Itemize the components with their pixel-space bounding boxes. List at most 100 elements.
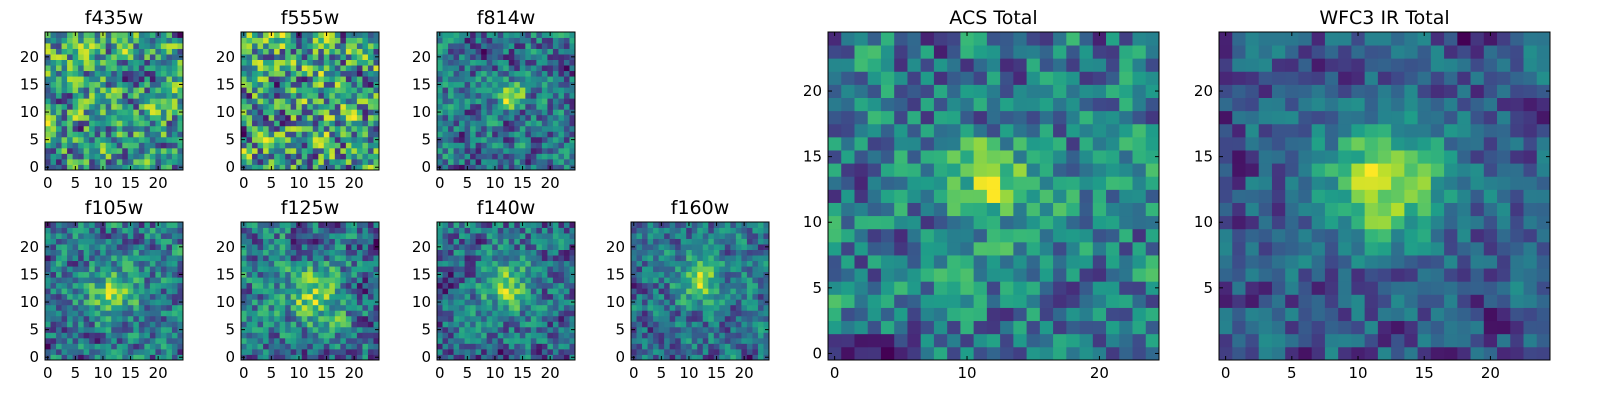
heatmap-cell — [367, 81, 374, 88]
heatmap-cell — [171, 48, 178, 55]
heatmap-cell — [880, 202, 895, 217]
heatmap-cell — [642, 315, 648, 322]
heatmap-cell — [442, 271, 449, 278]
heatmap-cell — [133, 354, 140, 361]
heatmap-cell — [89, 343, 96, 350]
heatmap-cell — [241, 260, 247, 267]
heatmap-cell — [631, 321, 637, 328]
heatmap-cell — [514, 315, 521, 322]
heatmap-cell — [122, 233, 129, 239]
heatmap-cell — [362, 348, 369, 355]
heatmap-cell — [442, 54, 449, 60]
heatmap-cell — [642, 299, 648, 306]
heatmap-cell — [541, 255, 548, 262]
heatmap-cell — [1145, 294, 1160, 308]
heatmap-cell — [453, 125, 460, 132]
heatmap-cell — [155, 125, 162, 132]
heatmap-cell — [334, 288, 341, 295]
heatmap-cell — [171, 293, 178, 300]
heatmap-cell — [497, 288, 504, 295]
heatmap-cell — [867, 307, 882, 322]
heatmap-cell — [497, 332, 504, 339]
heatmap-cell — [290, 332, 297, 339]
heatmap-cell — [437, 304, 443, 311]
heatmap-cell — [719, 249, 726, 256]
heatmap-cell — [246, 120, 253, 127]
heatmap-cell — [658, 249, 665, 256]
heatmap-cell — [525, 260, 532, 267]
heatmap-cell — [263, 343, 269, 350]
heatmap-cell — [149, 65, 156, 72]
heatmap-cell — [334, 277, 341, 284]
heatmap-cell — [497, 98, 504, 105]
heatmap-cell — [241, 337, 247, 344]
heatmap-cell — [133, 288, 140, 295]
heatmap-cell — [453, 54, 460, 60]
heatmap-cell — [133, 92, 140, 99]
heatmap-cell — [453, 92, 460, 99]
heatmap-cell — [552, 326, 559, 333]
heatmap-cell — [907, 189, 922, 203]
heatmap-cell — [697, 288, 704, 295]
heatmap-cell — [470, 249, 477, 256]
heatmap-cell — [122, 277, 129, 284]
heatmap-cell — [312, 326, 319, 333]
heatmap-cell — [144, 260, 151, 267]
heatmap-cell — [437, 310, 443, 317]
heatmap-cell — [1132, 241, 1147, 256]
heatmap-cell — [492, 87, 499, 94]
heatmap-cell — [329, 310, 336, 317]
heatmap-cell — [171, 109, 178, 116]
heatmap-cell — [166, 125, 173, 132]
heatmap-cell — [569, 147, 576, 154]
heatmap-cell — [94, 125, 101, 132]
heatmap-cell — [541, 59, 548, 66]
heatmap-cell — [752, 326, 759, 333]
heatmap-cell — [356, 103, 363, 110]
x-tick-label: 15 — [513, 174, 532, 192]
heatmap-cell — [160, 299, 167, 306]
heatmap-cell — [127, 293, 134, 300]
heatmap-cell — [160, 255, 167, 262]
heatmap-cell — [563, 37, 570, 44]
heatmap-cell — [111, 293, 118, 300]
heatmap-cell — [702, 266, 709, 273]
heatmap-cell — [724, 321, 731, 328]
heatmap-cell — [481, 114, 488, 121]
heatmap-cell — [702, 282, 709, 289]
heatmap-cell — [345, 310, 352, 317]
heatmap-cell — [497, 304, 504, 311]
heatmap-cell — [481, 299, 488, 306]
heatmap-cell — [470, 147, 477, 154]
heatmap-cell — [541, 92, 548, 99]
heatmap-cell — [345, 249, 352, 256]
heatmap-cell — [569, 227, 576, 234]
heatmap-cell — [503, 332, 510, 339]
heatmap-cell — [367, 315, 374, 322]
x-tick-label: 10 — [289, 364, 308, 382]
heatmap-cell — [1013, 294, 1027, 308]
heatmap-cell — [340, 136, 347, 143]
heatmap-cell — [166, 114, 173, 121]
heatmap-cell — [470, 304, 477, 311]
heatmap-cell — [702, 277, 709, 284]
heatmap-cell — [301, 282, 308, 289]
heatmap-cell — [492, 59, 499, 66]
y-tick-label: 15 — [216, 265, 235, 283]
heatmap-cell — [920, 320, 935, 335]
heatmap-cell — [675, 354, 682, 361]
heatmap-cell — [536, 120, 543, 127]
heatmap-cell — [296, 304, 303, 311]
heatmap-cell — [116, 299, 123, 306]
heatmap-cell — [960, 189, 975, 203]
heatmap-cell — [296, 315, 303, 322]
heatmap-cell — [144, 321, 151, 328]
heatmap-cell — [973, 189, 988, 203]
heatmap-cell — [127, 59, 134, 66]
heatmap-cell — [307, 244, 314, 250]
heatmap-cell — [552, 260, 559, 267]
heatmap-cell — [675, 282, 682, 289]
y-tick-label: 20 — [606, 238, 625, 256]
heatmap-cell — [166, 103, 173, 110]
heatmap-cell — [100, 271, 107, 278]
